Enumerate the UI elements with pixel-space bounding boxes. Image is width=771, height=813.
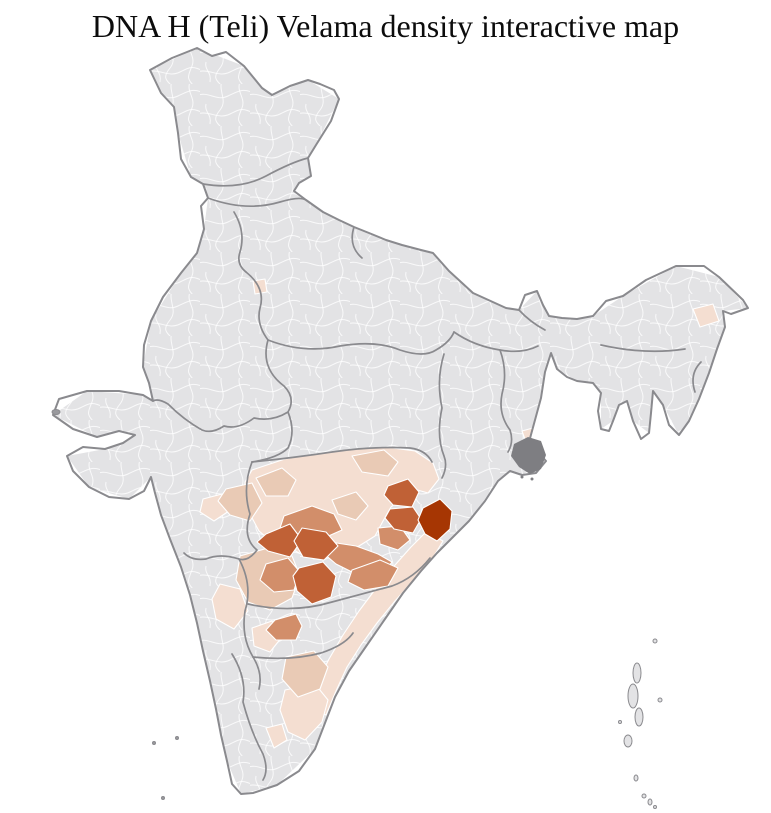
district-region[interactable] xyxy=(255,467,297,497)
delta-islet xyxy=(530,477,534,481)
sundarbans-delta[interactable] xyxy=(511,437,546,474)
district-boundaries-overlay xyxy=(53,48,748,794)
delta-islet xyxy=(520,475,524,479)
district-region[interactable] xyxy=(384,506,422,534)
district-region[interactable] xyxy=(265,723,288,749)
district-region[interactable] xyxy=(281,650,329,698)
district-region[interactable] xyxy=(256,523,303,558)
lakshadweep-islands[interactable] xyxy=(152,736,179,800)
district-region[interactable] xyxy=(417,498,453,542)
district-region[interactable] xyxy=(217,482,263,522)
district-region[interactable] xyxy=(259,557,301,593)
district-region[interactable] xyxy=(692,303,720,328)
district-region[interactable] xyxy=(265,613,303,641)
district-region[interactable] xyxy=(351,449,399,477)
district-region[interactable] xyxy=(331,491,369,521)
india-outline xyxy=(52,47,749,795)
page-title: DNA H (Teli) Velama density interactive … xyxy=(91,8,680,44)
district-region[interactable] xyxy=(211,583,249,630)
state-borders xyxy=(152,157,702,781)
districts-highest-density[interactable] xyxy=(417,498,453,542)
india-landmass[interactable] xyxy=(40,40,760,810)
districts-medium-density[interactable] xyxy=(259,505,411,641)
district-region[interactable] xyxy=(292,561,337,605)
andaman-nicobar-islands[interactable] xyxy=(618,638,663,809)
kutch-islet xyxy=(51,409,61,415)
districts-high-density[interactable] xyxy=(256,478,422,605)
district-region[interactable] xyxy=(293,527,339,561)
district-region[interactable] xyxy=(347,559,399,591)
